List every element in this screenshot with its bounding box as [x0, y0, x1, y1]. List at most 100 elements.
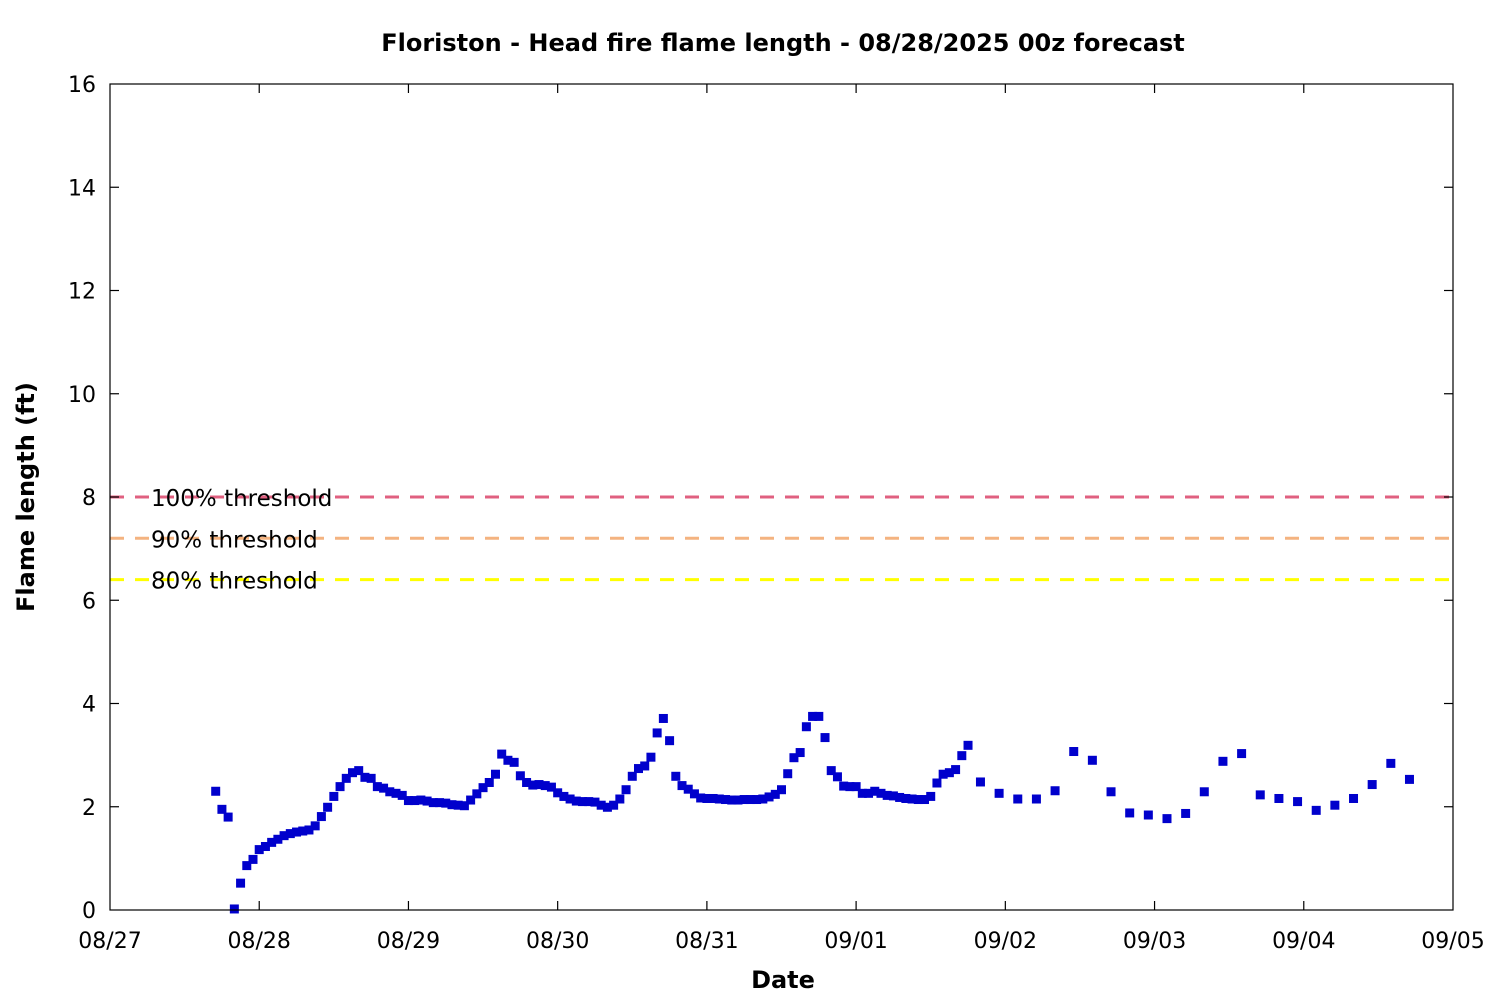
- data-point: [1106, 787, 1116, 797]
- data-point: [857, 788, 867, 798]
- data-point: [292, 827, 302, 837]
- data-point: [895, 792, 905, 802]
- data-point: [285, 829, 295, 839]
- data-point: [298, 826, 308, 836]
- x-tick-label: 09/05: [1421, 929, 1484, 954]
- data-point: [354, 766, 364, 776]
- data-point: [901, 793, 911, 803]
- data-point: [733, 795, 743, 805]
- data-point: [770, 789, 780, 799]
- data-point: [658, 713, 668, 723]
- x-tick-label: 09/03: [1123, 929, 1186, 954]
- data-point: [1237, 749, 1247, 759]
- data-point: [341, 773, 351, 783]
- data-point: [279, 831, 289, 841]
- data-point: [553, 788, 563, 798]
- x-tick-label: 09/04: [1272, 929, 1335, 954]
- data-point: [708, 793, 718, 803]
- data-point: [472, 789, 482, 799]
- data-point: [783, 769, 793, 779]
- data-point: [229, 904, 239, 914]
- data-point: [907, 794, 917, 804]
- data-point: [316, 812, 326, 822]
- data-point: [851, 782, 861, 792]
- data-point: [938, 769, 948, 779]
- data-point: [1143, 810, 1153, 820]
- data-point: [385, 787, 395, 797]
- y-axis-label: Flame length (ft): [12, 382, 40, 612]
- data-point: [1349, 793, 1359, 803]
- data-point: [627, 771, 637, 781]
- data-point: [578, 797, 588, 807]
- data-point: [888, 791, 898, 801]
- data-point: [546, 782, 556, 792]
- data-point: [590, 797, 600, 807]
- data-point: [1274, 793, 1284, 803]
- data-point: [447, 800, 457, 810]
- data-point: [975, 777, 985, 787]
- y-tick-label: 4: [82, 693, 96, 718]
- data-point: [926, 791, 936, 801]
- data-point: [478, 783, 488, 793]
- data-point: [310, 821, 320, 831]
- data-point: [832, 772, 842, 782]
- y-tick-label: 2: [82, 796, 96, 821]
- data-point: [1050, 786, 1060, 796]
- data-point: [596, 800, 606, 810]
- data-point: [882, 790, 892, 800]
- data-point: [242, 861, 252, 871]
- data-point: [1069, 747, 1079, 757]
- data-point: [254, 845, 264, 855]
- data-point: [1293, 797, 1303, 807]
- data-point: [801, 722, 811, 732]
- data-point: [366, 773, 376, 783]
- data-point: [689, 789, 699, 799]
- axis-ticks: 08/27 08/28 08/29 08/30 08/31 09/01 09/02 09/03…: [68, 73, 1485, 954]
- data-point: [1367, 780, 1377, 790]
- data-point: [820, 733, 830, 743]
- y-tick-label: 10: [68, 383, 96, 408]
- data-point: [379, 783, 389, 793]
- data-point: [515, 771, 525, 781]
- data-point: [652, 728, 662, 738]
- data-point: [211, 786, 221, 796]
- data-point: [1162, 814, 1172, 824]
- data-point: [932, 778, 942, 788]
- y-tick-label: 0: [82, 899, 96, 924]
- data-point: [267, 837, 277, 847]
- x-tick-label: 08/27: [78, 929, 141, 954]
- threshold-labels: 100% threshold 90% threshold 80% threshold: [151, 486, 332, 595]
- data-point: [876, 788, 886, 798]
- data-point: [1218, 756, 1228, 766]
- data-point: [870, 786, 880, 796]
- data-point: [497, 749, 507, 759]
- data-point: [677, 781, 687, 791]
- data-point: [671, 771, 681, 781]
- data-point: [1125, 808, 1135, 818]
- data-point: [223, 812, 233, 822]
- data-point: [459, 801, 469, 811]
- plot-frame: [109, 83, 1454, 911]
- data-point: [248, 854, 258, 864]
- x-tick-label: 08/28: [228, 929, 291, 954]
- y-tick-label: 16: [68, 73, 96, 98]
- data-point: [453, 800, 463, 810]
- data-point: [391, 788, 401, 798]
- data-point: [777, 785, 786, 795]
- data-point: [571, 796, 581, 806]
- data-point: [845, 782, 855, 792]
- data-point: [534, 780, 544, 790]
- data-point: [752, 795, 762, 805]
- data-point: [758, 794, 768, 804]
- data-point: [584, 797, 594, 807]
- threshold-label: 90% threshold: [151, 527, 318, 553]
- data-point: [1181, 808, 1191, 818]
- x-tick-label: 09/01: [824, 929, 887, 954]
- data-points: [211, 711, 1414, 914]
- data-point: [633, 764, 643, 774]
- data-point: [683, 784, 693, 794]
- data-point: [745, 795, 755, 805]
- data-point: [441, 798, 451, 808]
